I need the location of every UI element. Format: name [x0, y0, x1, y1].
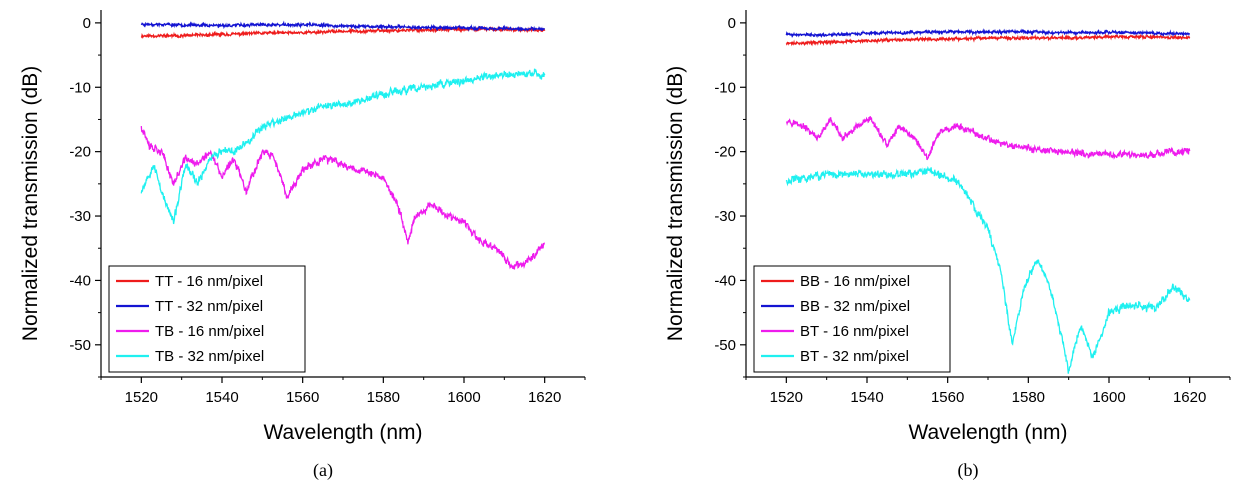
x-tick-label: 1560 [286, 389, 319, 406]
series-line-2 [140, 20, 545, 33]
panel-caption: (a) [313, 460, 333, 481]
series-line-2 [785, 28, 1190, 39]
series-line-3 [140, 126, 545, 270]
chart-panel-1: 1520 1540 1560 1580 1600 1620 0 -10 -20 -30 -40 -50… [19, 10, 586, 481]
x-tick-label: 1620 [528, 389, 561, 406]
legend-box [753, 265, 951, 373]
y-axis-title: Normalized transmission (dB) [19, 66, 42, 341]
chart-panel-2: 1520 1540 1560 1580 1600 1620 0 -10 -20 -30 -40 -50… [664, 10, 1231, 481]
x-tick-label: 1540 [850, 389, 883, 406]
legend-entry: TB - 32 nm/pixel [155, 348, 264, 365]
series-line-3 [786, 116, 1191, 161]
legend-entry: BT - 16 nm/pixel [800, 323, 909, 340]
x-tick-label: 1560 [931, 389, 964, 406]
x-axis-title: Wavelength (nm) [263, 421, 422, 444]
legend-entry: TB - 16 nm/pixel [155, 323, 264, 340]
x-tick-label: 1580 [367, 389, 400, 406]
x-tick-label: 1520 [770, 389, 803, 406]
series-line-4 [140, 68, 546, 225]
x-axis-title: Wavelength (nm) [908, 421, 1067, 444]
x-tick-label: 1520 [125, 389, 158, 406]
y-tick-label: -10 [714, 79, 736, 96]
legend-entry: TT - 32 nm/pixel [155, 298, 263, 315]
x-tick-label: 1620 [1173, 389, 1206, 406]
legend-entry: TT - 16 nm/pixel [155, 273, 263, 290]
y-tick-label: -30 [69, 208, 91, 225]
y-tick-label: 0 [83, 15, 91, 32]
y-tick-label: -20 [69, 144, 91, 161]
x-tick-label: 1540 [205, 389, 238, 406]
legend-box [108, 265, 306, 373]
y-tick-label: -50 [69, 337, 91, 354]
x-tick-label: 1580 [1012, 389, 1045, 406]
x-tick-label: 1600 [447, 389, 480, 406]
legend-entry: BB - 32 nm/pixel [800, 298, 910, 315]
y-tick-label: -40 [69, 272, 91, 289]
legend-entry: BB - 16 nm/pixel [800, 273, 910, 290]
y-tick-label: -20 [714, 144, 736, 161]
series-line-4 [785, 165, 1191, 374]
y-tick-label: -30 [714, 208, 736, 225]
x-tick-label: 1600 [1092, 389, 1125, 406]
series-line-1 [785, 32, 1191, 47]
legend-entry: BT - 32 nm/pixel [800, 348, 909, 365]
y-axis-title: Normalized transmission (dB) [664, 66, 687, 341]
y-tick-label: -50 [714, 337, 736, 354]
y-tick-label: -40 [714, 272, 736, 289]
panel-caption: (b) [958, 460, 979, 481]
y-tick-label: 0 [728, 15, 736, 32]
y-tick-label: -10 [69, 79, 91, 96]
